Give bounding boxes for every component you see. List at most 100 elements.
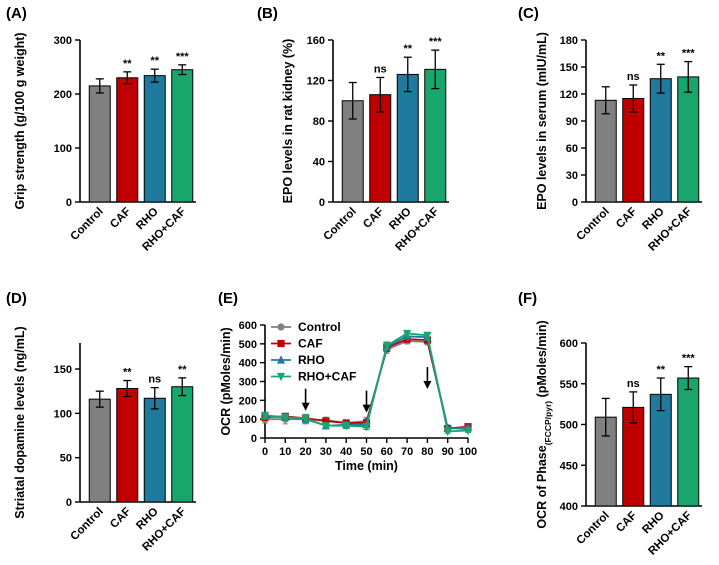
bar bbox=[677, 377, 700, 507]
y-tick-label: 120 bbox=[307, 76, 325, 88]
y-tick-label: 200 bbox=[54, 89, 72, 101]
x-tick-label: Control bbox=[321, 206, 358, 243]
data-point bbox=[301, 414, 310, 423]
y-tick-label: 80 bbox=[313, 116, 325, 128]
y-tick-label: 450 bbox=[560, 460, 578, 472]
panel-label: (C) bbox=[518, 5, 539, 22]
legend-entry: Control bbox=[298, 320, 341, 334]
x-tick-label: CAF bbox=[614, 206, 639, 231]
panel-b: (B) EPO levels in rat kidney (%) 0 40 80 120 1… bbox=[257, 5, 449, 254]
x-axis-label: Time (min) bbox=[335, 459, 398, 473]
significance-label: *** bbox=[682, 353, 696, 365]
bar bbox=[116, 77, 139, 203]
bar bbox=[143, 397, 166, 503]
y-axis-label-tail: (pMoles/min) bbox=[535, 320, 549, 401]
panel-label: (B) bbox=[257, 5, 278, 22]
y-tick-label: 300 bbox=[54, 35, 72, 47]
y-tick-label: 400 bbox=[560, 501, 578, 513]
panel-f: (F) OCR of Phase(FCCP/pyr) (pMoles/min) 40… bbox=[518, 290, 702, 558]
y-tick-label: 60 bbox=[566, 143, 578, 155]
data-point bbox=[443, 427, 452, 437]
panel-e: (E)OCR (pMoles/min)Time (min)01002003004… bbox=[218, 290, 477, 473]
panel-label: (E) bbox=[218, 290, 238, 307]
x-tick-label: 80 bbox=[421, 446, 433, 458]
data-point bbox=[260, 411, 270, 420]
y-tick-label: 0 bbox=[66, 497, 72, 509]
x-tick-label: CAF bbox=[108, 506, 133, 531]
y-tick-label: 0 bbox=[572, 197, 578, 209]
x-tick-label: 70 bbox=[401, 446, 413, 458]
significance-label: ** bbox=[123, 58, 132, 70]
y-axis-label: OCR of Phase(FCCP/pyr) (pMoles/min) bbox=[535, 320, 553, 528]
data-point bbox=[403, 329, 412, 339]
x-tick-label: 40 bbox=[340, 446, 352, 458]
bar bbox=[171, 69, 194, 203]
y-tick-label: 30 bbox=[566, 170, 578, 182]
y-axis-label-sub: (FCCP/pyr) bbox=[543, 401, 553, 446]
y-axis-label: EPO levels in serum (mIU/mL) bbox=[535, 32, 549, 210]
y-tick-label: 300 bbox=[239, 377, 257, 389]
panel-c: (C) EPO levels in serum (mIU/mL) 0 30 60 90 12… bbox=[518, 5, 702, 254]
bar bbox=[622, 98, 645, 203]
x-tick-label: 30 bbox=[320, 446, 332, 458]
x-tick-label: 0 bbox=[262, 446, 268, 458]
significance-label: ns bbox=[627, 71, 640, 83]
data-point bbox=[277, 323, 285, 331]
x-tick-label: 100 bbox=[459, 446, 477, 458]
panel-label: (F) bbox=[518, 290, 537, 307]
y-tick-label: 0 bbox=[319, 197, 325, 209]
data-point bbox=[362, 423, 371, 432]
y-tick-label: 150 bbox=[54, 364, 72, 376]
legend-entry: CAF bbox=[298, 337, 323, 351]
y-tick-label: 40 bbox=[313, 157, 325, 169]
x-tick-label: Control bbox=[68, 506, 105, 543]
y-tick-label: 100 bbox=[54, 143, 72, 155]
bar bbox=[594, 99, 617, 203]
significance-label: ** bbox=[178, 364, 187, 376]
x-tick-label: CAF bbox=[614, 510, 639, 535]
data-point bbox=[321, 422, 330, 431]
x-tick-label: 20 bbox=[299, 446, 311, 458]
panel-a: (A) Grip strength (g/100 g weight) 0 100 200… bbox=[6, 5, 196, 254]
y-axis-label: EPO levels in rat kidney (%) bbox=[281, 39, 295, 204]
x-tick-label: Control bbox=[68, 206, 105, 243]
data-point bbox=[277, 339, 285, 348]
y-tick-label: 180 bbox=[560, 35, 578, 47]
injection-arrow-head bbox=[423, 381, 432, 390]
data-point bbox=[322, 417, 330, 425]
significance-label: ns bbox=[627, 378, 640, 390]
series-rho-caf bbox=[260, 329, 473, 437]
y-tick-label: 100 bbox=[54, 408, 72, 420]
bar bbox=[677, 76, 700, 203]
y-tick-label: 0 bbox=[251, 433, 257, 445]
legend: Control CAF RHO RHO+CAF bbox=[271, 320, 356, 384]
significance-label: ** bbox=[123, 367, 132, 379]
significance-label: ** bbox=[403, 43, 412, 55]
y-tick-label: 550 bbox=[560, 379, 578, 391]
injection-arrow-head bbox=[301, 402, 310, 411]
significance-label: ** bbox=[656, 364, 665, 376]
y-axis-label: OCR (pMoles/min) bbox=[219, 327, 233, 435]
x-tick-label: Control bbox=[574, 206, 611, 243]
y-tick-label: 100 bbox=[239, 414, 257, 426]
y-axis-label-main: OCR of Phase bbox=[535, 445, 549, 528]
panel-label: (D) bbox=[6, 290, 27, 307]
significance-label: *** bbox=[429, 36, 443, 48]
bar bbox=[116, 388, 139, 503]
bar bbox=[88, 85, 111, 203]
y-tick-label: 200 bbox=[239, 395, 257, 407]
y-axis-label: Grip strength (g/100 g weight) bbox=[13, 32, 27, 209]
y-axis-label: Striatal dopamine levels (ng/mL) bbox=[13, 326, 27, 518]
x-tick-label: 90 bbox=[442, 446, 454, 458]
significance-label: ns bbox=[148, 374, 161, 386]
x-tick-label: 60 bbox=[381, 446, 393, 458]
x-tick-label: CAF bbox=[361, 206, 386, 231]
x-tick-label: 10 bbox=[279, 446, 291, 458]
panel-label: (A) bbox=[6, 5, 27, 22]
y-tick-label: 600 bbox=[239, 320, 257, 332]
y-tick-label: 500 bbox=[560, 420, 578, 432]
legend-entry: RHO+CAF bbox=[298, 370, 356, 384]
data-point bbox=[281, 413, 290, 422]
y-tick-label: 150 bbox=[560, 62, 578, 74]
data-point bbox=[463, 426, 473, 436]
